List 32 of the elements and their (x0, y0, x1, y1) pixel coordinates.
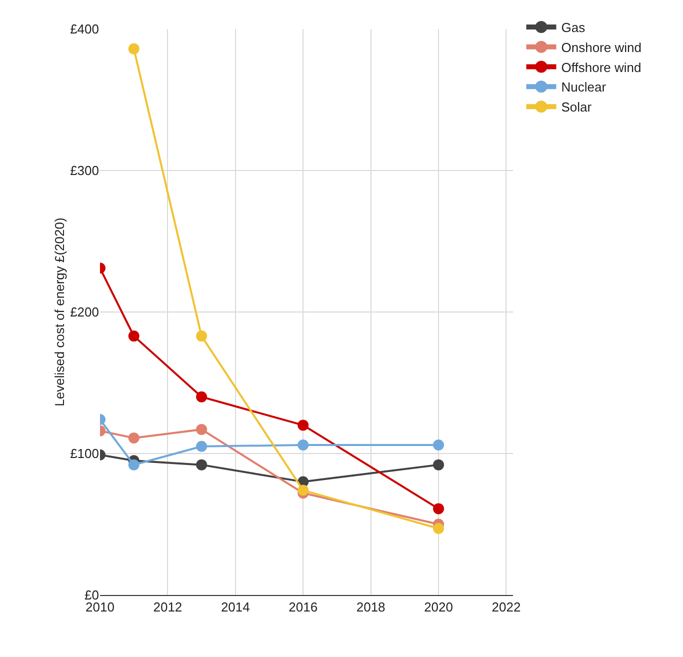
point (298, 484, 309, 496)
y-axis-title: Levelised cost of energy £(2020) (52, 218, 67, 406)
legend-label: Onshore wind (561, 40, 642, 55)
y-tick-label: £400 (70, 22, 99, 37)
x-tick-label: 2012 (153, 600, 182, 615)
point (196, 459, 208, 470)
legend-label: Solar (561, 100, 592, 115)
x-tick-label: 2022 (492, 600, 521, 615)
point (128, 459, 140, 470)
point (433, 440, 444, 451)
point (298, 440, 309, 451)
point (196, 391, 208, 402)
legend-label: Nuclear (561, 80, 607, 95)
x-tick-label: 2018 (356, 600, 386, 615)
point (128, 432, 140, 444)
y-tick-label: £100 (70, 446, 99, 462)
y-tick-label: £200 (70, 304, 99, 320)
point (433, 459, 444, 470)
point (196, 440, 208, 452)
legend-label: Offshore wind (561, 60, 642, 75)
point (196, 330, 208, 342)
point (196, 424, 208, 435)
point (128, 330, 140, 342)
point (433, 523, 444, 534)
point (298, 420, 309, 431)
point (433, 503, 444, 514)
x-tick-label: 2020 (424, 600, 453, 615)
point (128, 43, 140, 54)
y-tick-label: £300 (70, 163, 99, 178)
x-tick-label: 2014 (220, 600, 250, 615)
legend-label: Gas (561, 20, 586, 36)
x-tick-label: 2016 (288, 600, 318, 615)
